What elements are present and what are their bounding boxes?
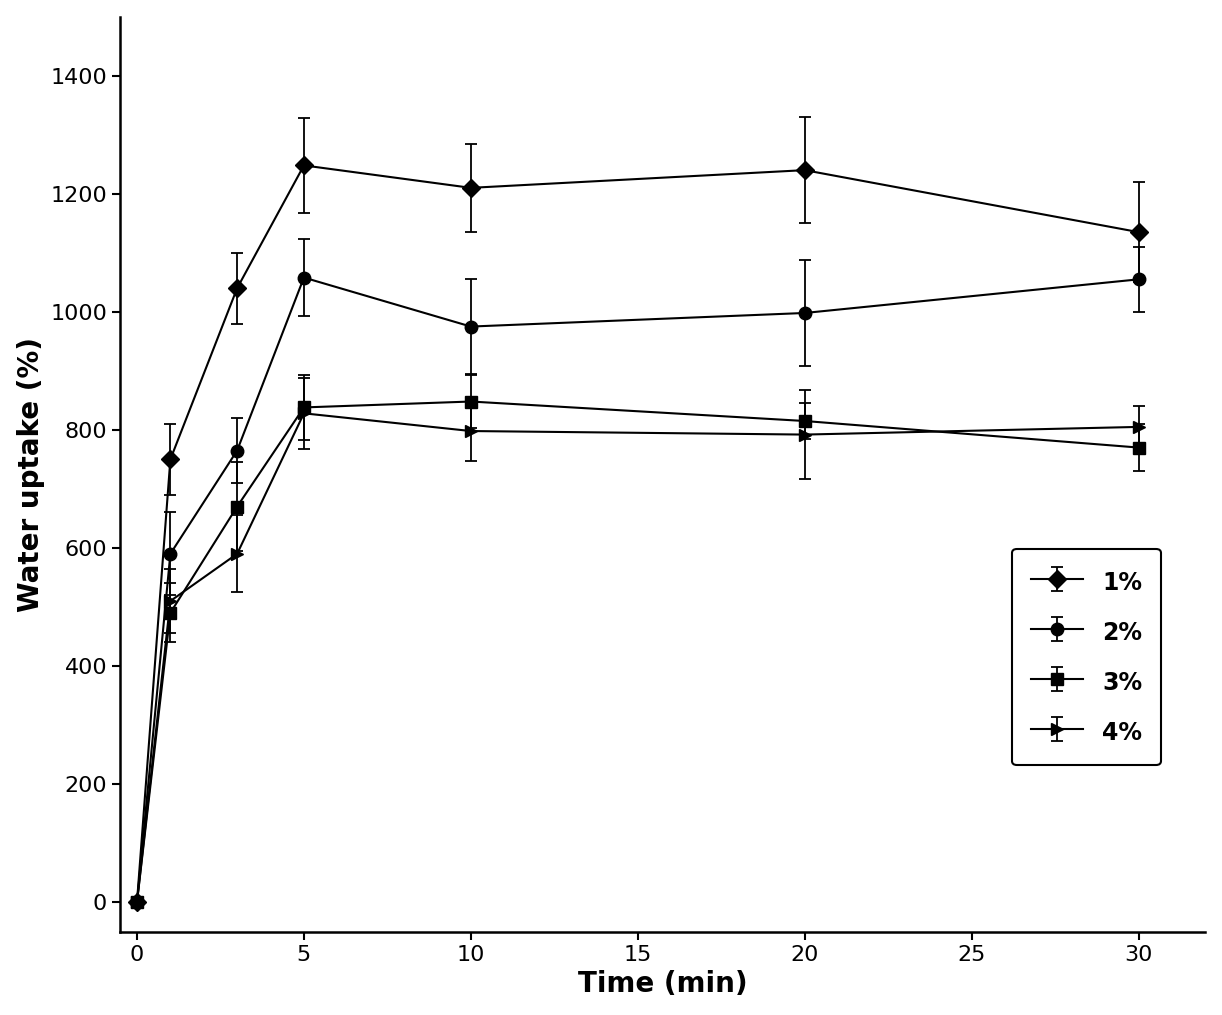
Legend: 1%, 2%, 3%, 4%: 1%, 2%, 3%, 4% [1012, 549, 1161, 765]
Y-axis label: Water uptake (%): Water uptake (%) [17, 337, 45, 612]
X-axis label: Time (min): Time (min) [578, 970, 748, 999]
